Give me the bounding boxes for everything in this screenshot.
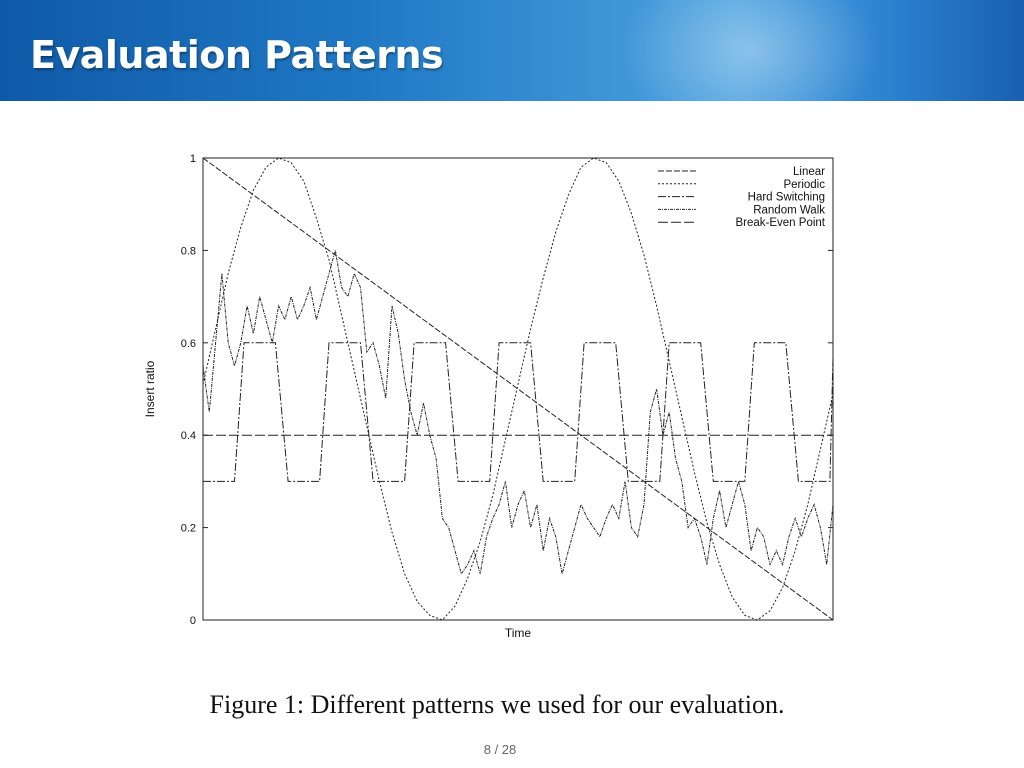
y-tick-label: 1 (190, 153, 196, 165)
title-bar: Evaluation Patterns (0, 0, 1024, 101)
legend-label: Periodic (783, 179, 825, 191)
series-line-2 (202, 157, 834, 621)
legend-label: Hard Switching (748, 192, 825, 204)
legend-label: Break-Even Point (736, 217, 826, 229)
legend-label: Linear (793, 166, 825, 178)
series-line-3 (203, 342, 834, 482)
legend-label: Random Walk (753, 204, 825, 216)
chart: 0 0.2 0.4 0.6 0.8 1 Time Insert ratio Linear P… (140, 145, 840, 650)
title-bar-glow (620, 0, 880, 101)
series-line-4 (202, 250, 834, 575)
figure-caption: Figure 1: Different patterns we used for… (209, 690, 785, 719)
plot-frame (202, 157, 834, 621)
y-tick-label: 0.8 (181, 245, 196, 257)
y-tick-label: 0.2 (181, 523, 196, 535)
line-chart: 0 0.2 0.4 0.6 0.8 1 Time Insert ratio LinearP… (143, 153, 834, 640)
page-number: 8 / 28 (483, 742, 517, 757)
y-axis-label: Insert ratio (143, 360, 157, 417)
y-tick-label: 0.4 (181, 430, 196, 442)
slide-title: Evaluation Patterns (30, 33, 444, 77)
y-tick-label: 0 (190, 615, 196, 627)
y-axis: 0 0.2 0.4 0.6 0.8 1 (181, 153, 833, 627)
y-tick-label: 0.6 (181, 338, 196, 350)
series-line-1 (202, 157, 834, 621)
x-axis-label: Time (505, 626, 532, 640)
plot-layer (202, 157, 834, 621)
